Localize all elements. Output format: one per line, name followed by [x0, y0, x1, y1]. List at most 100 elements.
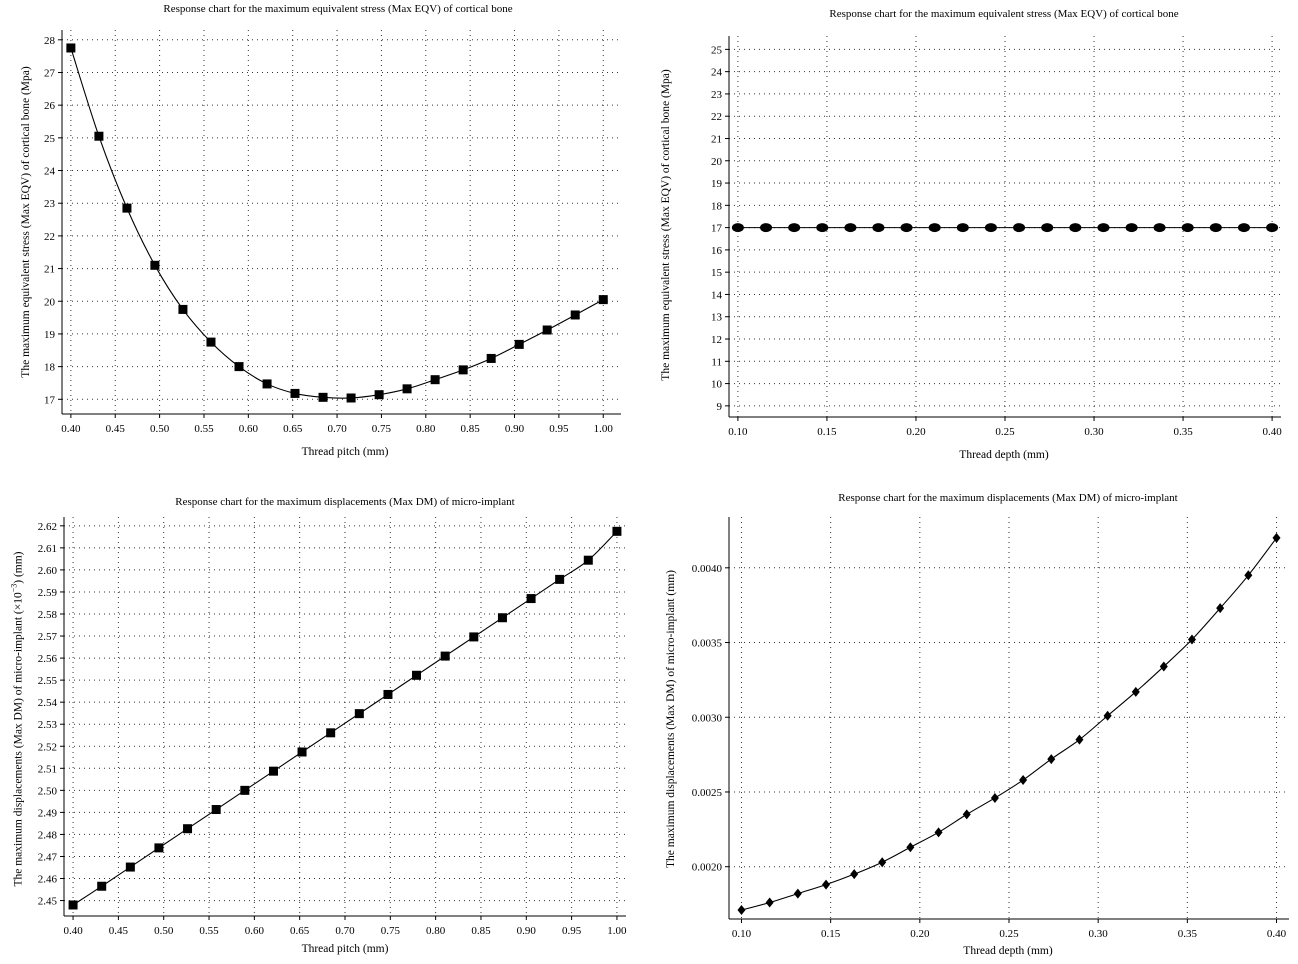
data-point [440, 651, 450, 661]
y-tick-label: 12 [711, 334, 722, 346]
y-tick-label: 15 [711, 267, 723, 279]
x-tick-label: 0.80 [416, 423, 436, 435]
y-tick-label: 26 [44, 100, 56, 112]
chart-panel-depth-stress: Response chart for the maximum equivalen… [649, 0, 1298, 482]
y-tick-label: 14 [711, 289, 723, 301]
data-point [458, 365, 468, 375]
data-point [240, 785, 250, 795]
data-point [956, 223, 969, 233]
y-tick-label: 17 [44, 394, 56, 406]
y-tick-label: 23 [711, 89, 723, 101]
data-point [412, 670, 422, 680]
x-tick-label: 0.40 [61, 423, 81, 435]
x-tick-label: 1.00 [607, 925, 627, 937]
y-tick-label: 20 [44, 296, 56, 308]
data-point [1181, 223, 1194, 233]
x-tick-label: 0.35 [1173, 426, 1193, 438]
x-tick-label: 0.90 [517, 925, 537, 937]
x-tick-label: 0.15 [821, 928, 841, 940]
y-tick-label: 0.0030 [692, 712, 723, 724]
y-tick-label: 2.51 [38, 763, 57, 775]
data-point [1272, 532, 1281, 543]
series-line [741, 537, 1277, 911]
data-point [297, 747, 307, 757]
x-tick-label: 0.25 [999, 928, 1019, 940]
y-axis-label: The maximum displacements (Max DM) of mi… [10, 551, 25, 886]
y-axis-label-text: The maximum displacements (Max DM) of mi… [12, 592, 25, 887]
data-point [878, 857, 887, 868]
y-tick-label: 2.47 [38, 851, 58, 863]
x-tick-label: 0.55 [194, 423, 214, 435]
x-tick-label: 0.50 [150, 423, 170, 435]
data-point [934, 827, 943, 838]
chart-plot: 0.10 0.15 0.20 0.25 0.30 0.35 0.40 9 10 11 12 13 14 1… [711, 36, 1282, 438]
x-tick-label: 0.20 [906, 426, 926, 438]
y-tick-label: 21 [711, 133, 722, 145]
data-point [526, 594, 536, 604]
y-tick-label: 0.0025 [692, 787, 723, 799]
data-point [1075, 734, 1084, 745]
data-point [1041, 223, 1054, 233]
data-point [1187, 634, 1196, 645]
chart-plot: 0.10 0.15 0.20 0.25 0.30 0.35 0.40 0.0020 0.0025… [692, 517, 1289, 940]
data-point [94, 131, 104, 141]
data-point [850, 869, 859, 880]
chart-panel-depth-displacement: Response chart for the maximum displacem… [649, 482, 1298, 964]
y-tick-label: 2.56 [38, 653, 58, 665]
y-tick-label: 18 [711, 200, 723, 212]
chart-title: Response chart for the maximum equivalen… [163, 3, 513, 15]
x-tick-label: 0.60 [245, 925, 265, 937]
y-tick-label: 17 [711, 223, 723, 235]
y-tick-label: 22 [44, 231, 55, 243]
x-tick-label: 0.95 [549, 423, 569, 435]
data-point [731, 223, 744, 233]
y-tick-label: 24 [711, 67, 723, 79]
data-point [793, 888, 802, 899]
data-point [326, 728, 336, 738]
x-tick-label: 0.10 [728, 426, 748, 438]
data-point [290, 388, 300, 398]
data-point [1019, 775, 1028, 786]
y-tick-label: 18 [44, 362, 56, 374]
data-point [1237, 223, 1250, 233]
x-tick-label: 0.10 [732, 928, 752, 940]
x-tick-label: 0.25 [995, 426, 1015, 438]
data-point [318, 392, 328, 402]
y-tick-label: 0.0020 [692, 862, 723, 874]
x-tick-label: 0.95 [562, 925, 582, 937]
chart-plot: 0.40 0.45 0.50 0.55 0.60 0.65 0.70 0.75 0.80 0.85… [38, 517, 627, 937]
x-tick-label: 0.55 [199, 925, 219, 937]
data-point [66, 43, 76, 53]
data-point [1047, 754, 1056, 765]
chart-title: Response chart for the maximum equivalen… [829, 8, 1179, 20]
x-tick-label: 0.85 [471, 925, 491, 937]
data-point [206, 337, 216, 347]
x-tick-label: 0.90 [505, 423, 525, 435]
x-tick-label: 0.45 [106, 423, 126, 435]
data-point [1244, 570, 1253, 581]
y-tick-label: 2.55 [38, 675, 58, 687]
y-tick-label: 25 [44, 133, 56, 145]
x-tick-label: 0.65 [290, 925, 310, 937]
data-point [900, 223, 913, 233]
data-point [906, 842, 915, 853]
data-point [383, 689, 393, 699]
y-tick-label: 2.50 [38, 785, 58, 797]
chart-panel-pitch-displacement: Response chart for the maximum displacem… [0, 482, 649, 964]
data-point [430, 375, 440, 385]
data-point [122, 203, 132, 213]
data-point [1097, 223, 1110, 233]
x-tick-label: 0.70 [335, 925, 355, 937]
data-point [1216, 603, 1225, 614]
data-point [150, 260, 160, 270]
y-tick-label: 13 [711, 312, 723, 324]
data-point [183, 824, 193, 834]
y-tick-label: 2.61 [38, 543, 57, 555]
data-point [268, 766, 278, 776]
x-tick-label: 0.15 [817, 426, 837, 438]
data-point [583, 555, 593, 565]
y-tick-label: 2.49 [38, 807, 58, 819]
data-point [1125, 223, 1138, 233]
data-point [486, 353, 496, 363]
data-point [262, 379, 272, 389]
